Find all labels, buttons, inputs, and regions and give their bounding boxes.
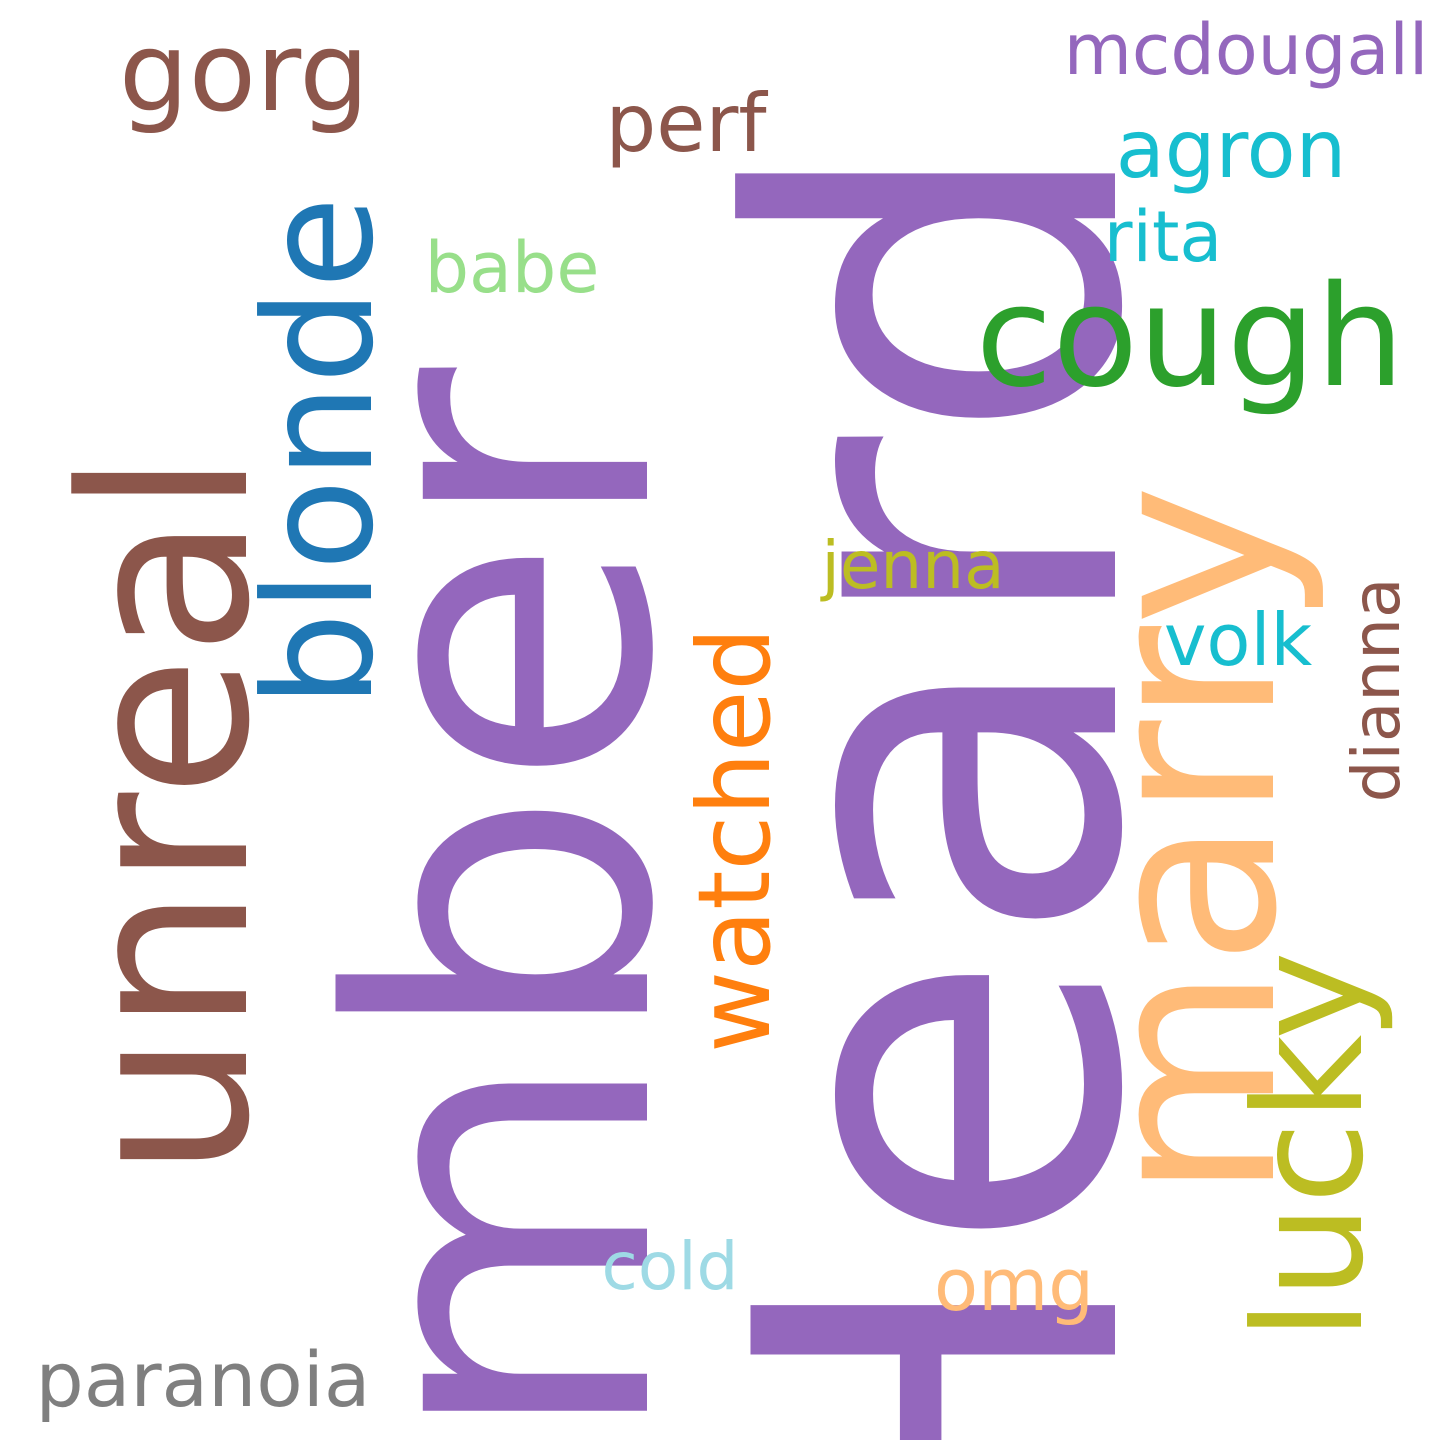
word-watched: watched: [676, 627, 793, 1053]
word-jenna: jenna: [821, 527, 1005, 604]
word-cold: cold: [601, 1228, 739, 1305]
word-lucky: lucky: [1223, 951, 1397, 1341]
word-perf: perf: [605, 77, 767, 170]
word-agron: agron: [1115, 103, 1347, 196]
word-cough: cough: [975, 256, 1405, 419]
word-volk: volk: [1163, 598, 1313, 682]
word-blonde: blonde: [233, 196, 407, 708]
word-dianna: dianna: [1338, 577, 1415, 803]
word-rita: rita: [1103, 196, 1223, 278]
word-babe: babe: [424, 227, 600, 309]
word-mcdougall: mcdougall: [1063, 9, 1429, 91]
word-omg: omg: [934, 1243, 1094, 1327]
word-gorg: gorg: [118, 8, 370, 136]
word-paranoia: paranoia: [35, 1335, 371, 1424]
